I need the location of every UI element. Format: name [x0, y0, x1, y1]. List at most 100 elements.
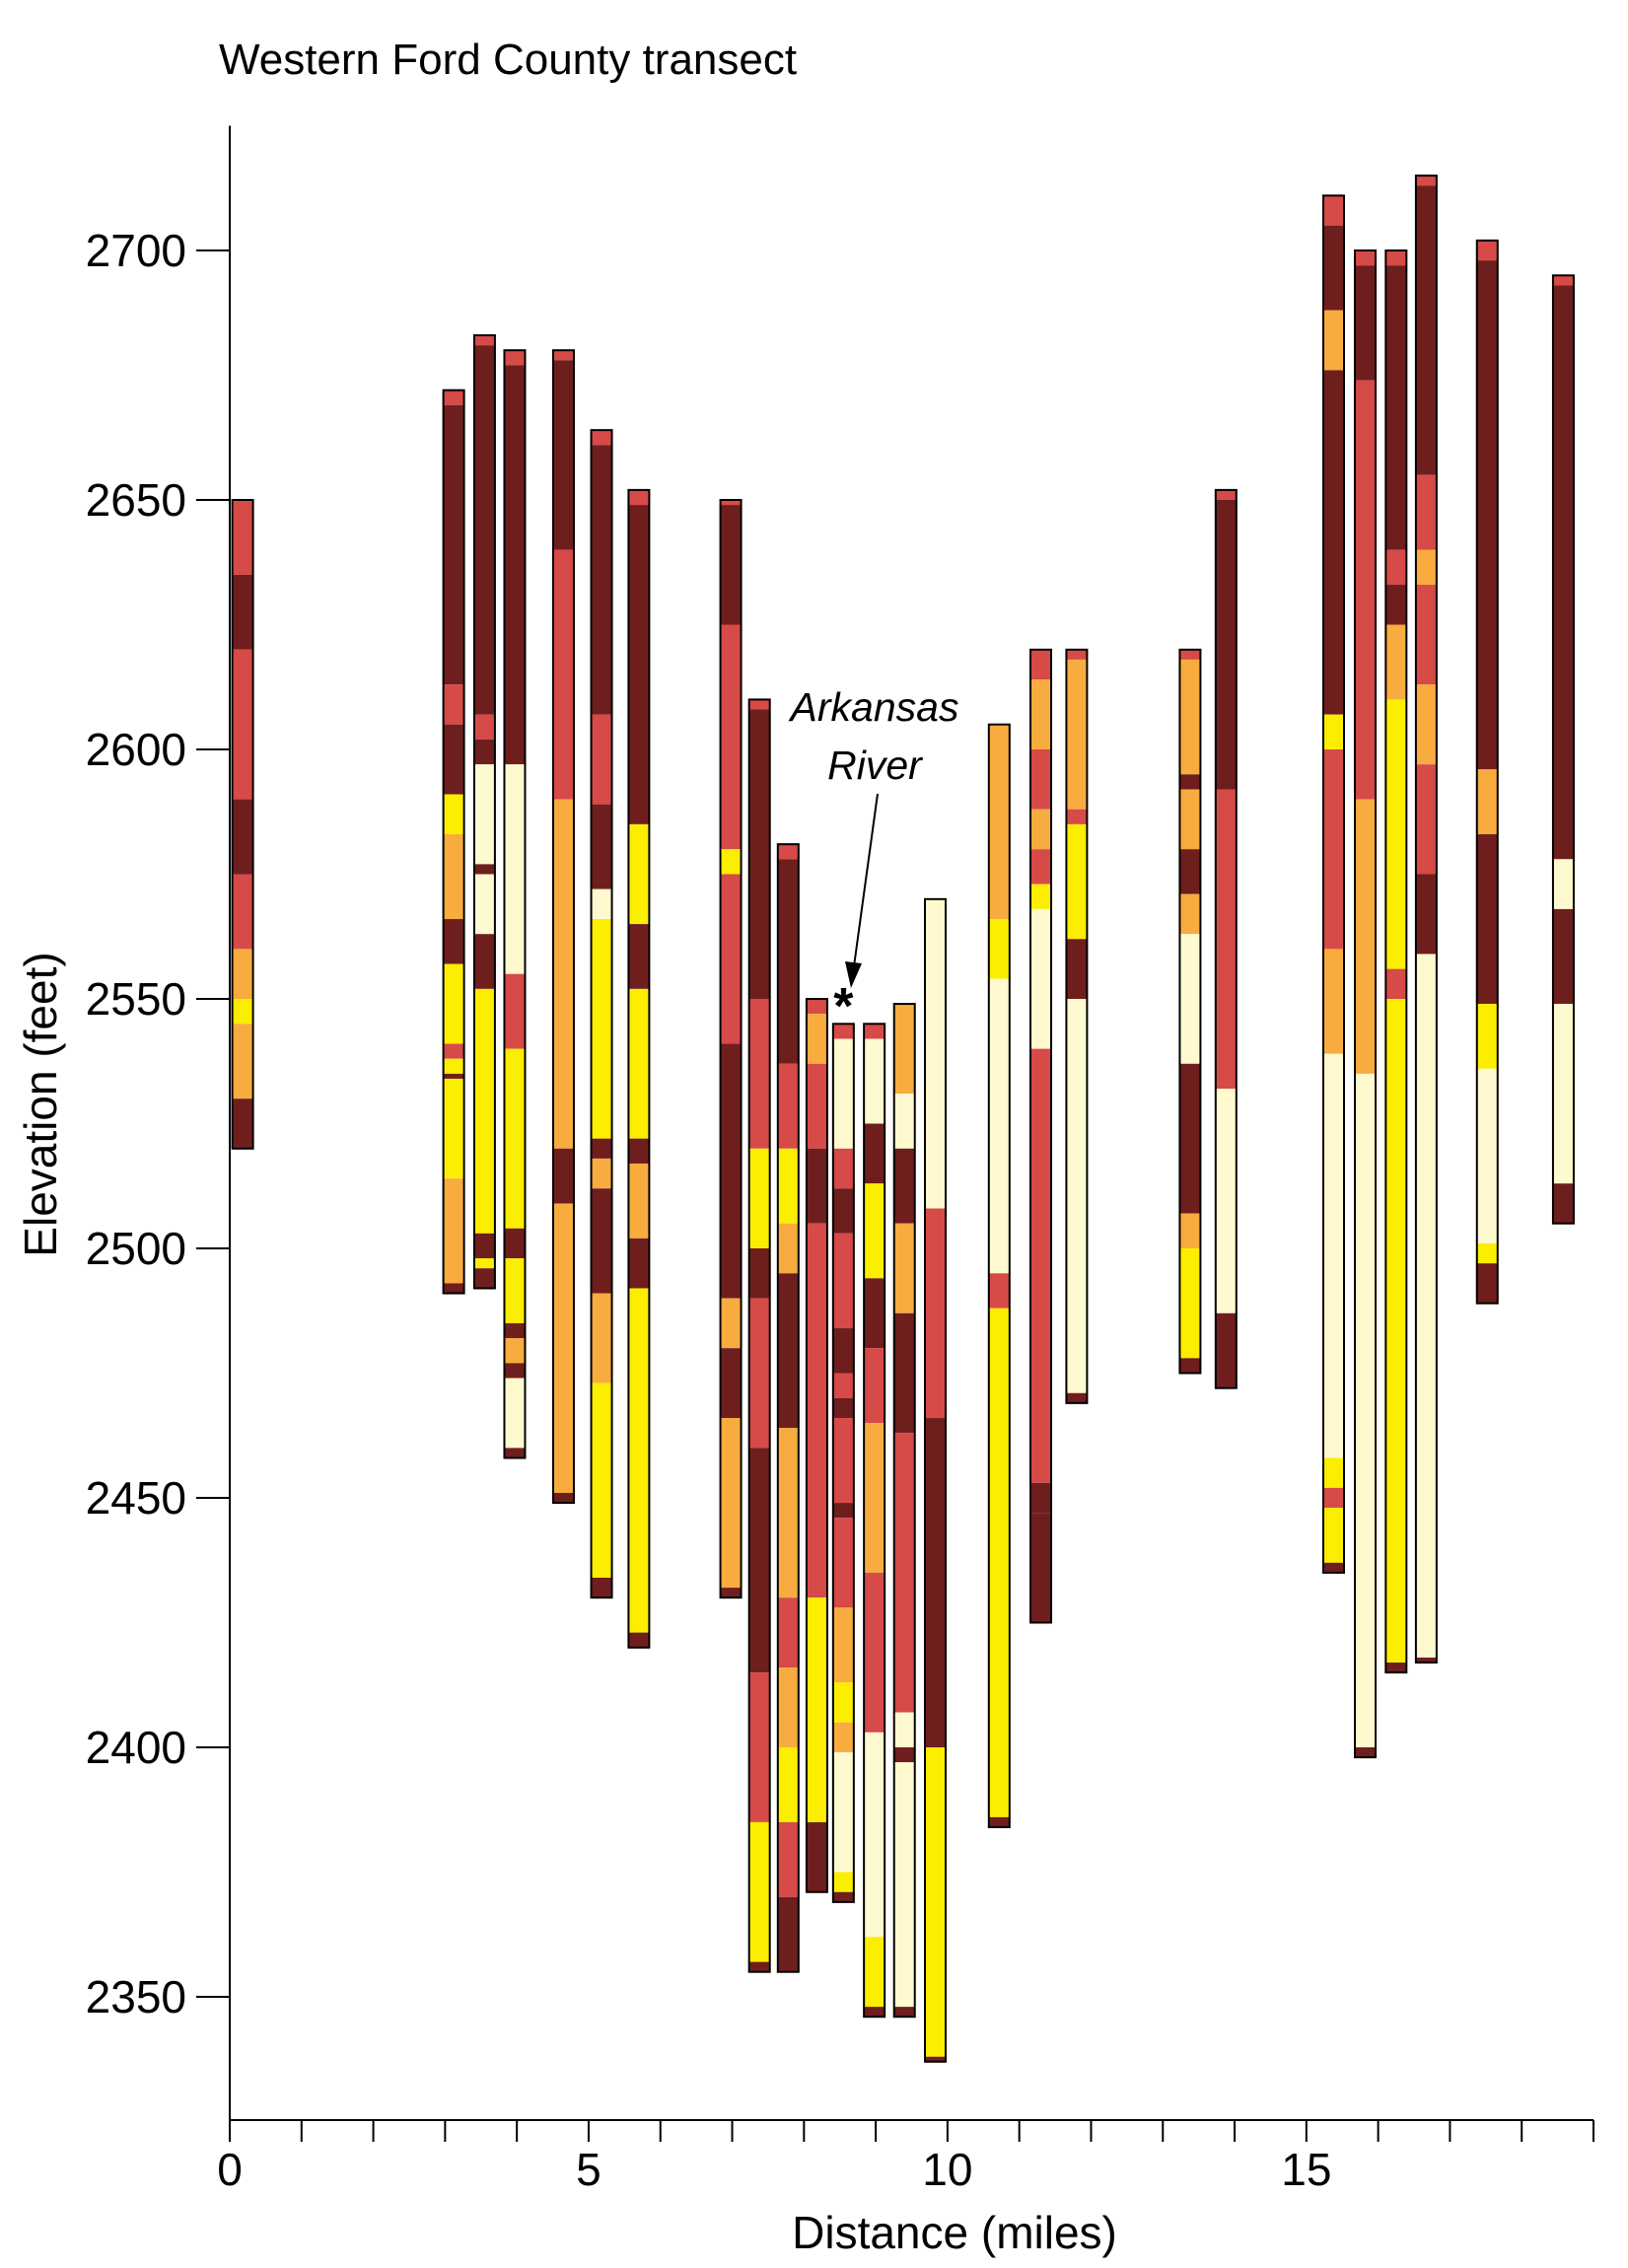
well-layer [1385, 968, 1407, 999]
well-layer [1179, 789, 1201, 850]
well-layer [777, 1597, 799, 1668]
well-layer [893, 1004, 915, 1095]
x-tick-label: 10 [922, 2144, 972, 2195]
well-outline [590, 429, 613, 1599]
well-layer [864, 1038, 885, 1124]
well-layer [628, 1238, 650, 1289]
well-column [1414, 175, 1438, 1664]
well-layer [777, 1821, 799, 1897]
well-outline [831, 1023, 855, 1903]
well-layer [720, 1588, 742, 1598]
well-layer [988, 978, 1010, 1274]
well-layer [748, 999, 770, 1149]
well-layer [1030, 809, 1052, 850]
well-column [1214, 488, 1238, 1389]
well-column [924, 897, 948, 2063]
well-column [805, 998, 828, 1893]
well-layer [1355, 250, 1377, 266]
well-layer [591, 1138, 612, 1159]
well-layer [864, 1732, 885, 1938]
well-outline [805, 998, 828, 1893]
well-layer [720, 1043, 742, 1299]
well-layer [443, 794, 464, 835]
well-layer [1355, 265, 1377, 381]
well-layer [925, 898, 947, 1209]
well-layer [628, 924, 650, 989]
well-outline [1029, 648, 1053, 1624]
well-layer [504, 1258, 526, 1323]
well-column [987, 723, 1011, 1828]
well-layer [925, 2056, 947, 2062]
well-layer [504, 350, 526, 366]
well-layer [720, 849, 742, 875]
well-column [472, 334, 496, 1290]
well-layer [832, 1038, 854, 1149]
well-layer [1179, 649, 1201, 660]
well-outline [747, 698, 771, 1973]
well-layer [748, 1148, 770, 1248]
well-layer [504, 1322, 526, 1339]
well-layer [1355, 1073, 1377, 1747]
y-tick-label: 2550 [86, 973, 186, 1025]
well-layer [504, 1228, 526, 1259]
well-outline [987, 723, 1011, 1828]
well-layer [777, 1223, 799, 1274]
well-layer [1552, 275, 1574, 286]
well-layer [232, 500, 253, 575]
well-layer [443, 404, 464, 685]
well-layer [1179, 1213, 1201, 1248]
well-layer [1476, 1242, 1498, 1264]
well-layer [1385, 699, 1407, 969]
well-layer [720, 874, 742, 1044]
well-layer [552, 799, 574, 1149]
well-column [1551, 274, 1575, 1225]
well-layer [893, 1094, 915, 1149]
well-layer [504, 1338, 526, 1364]
well-layer [864, 1123, 885, 1184]
well-layer [1066, 999, 1088, 1393]
well-layer [1215, 489, 1237, 500]
well-layer [591, 1158, 612, 1189]
well-layer [1030, 908, 1052, 1049]
well-layer [1355, 380, 1377, 800]
well-layer [232, 799, 253, 875]
well-layer [1030, 749, 1052, 810]
well-layer [806, 1597, 827, 1822]
well-layer [832, 1233, 854, 1328]
well-layer [1323, 714, 1345, 749]
well-layer [777, 1896, 799, 1972]
well-layer [1323, 370, 1345, 715]
well-layer [1030, 884, 1052, 909]
well-layer [1030, 1048, 1052, 1483]
well-layer [1552, 859, 1574, 909]
well-layer [443, 724, 464, 795]
well-layer [1552, 908, 1574, 1005]
well-layer [1476, 240, 1498, 261]
well-column [590, 429, 613, 1599]
well-outline [924, 897, 948, 2063]
well-outline [863, 1023, 886, 2019]
well-column [1384, 249, 1408, 1674]
well-layer [504, 365, 526, 765]
well-layer [1323, 1457, 1345, 1488]
well-layer [748, 1672, 770, 1822]
well-layer [832, 1682, 854, 1723]
well-layer [1323, 749, 1345, 950]
well-layer [591, 1577, 612, 1598]
y-tick-label: 2400 [86, 1722, 186, 1773]
well-layer [777, 1747, 799, 1822]
well-layer [777, 1667, 799, 1747]
well-layer [1552, 1183, 1574, 1224]
well-layer [443, 919, 464, 964]
well-layer [832, 1872, 854, 1892]
well-layer [1215, 1089, 1237, 1313]
well-layer [628, 988, 650, 1139]
well-layer [473, 988, 495, 1234]
well-layer [1179, 659, 1201, 775]
well-layer [864, 1183, 885, 1279]
well-layer [1179, 849, 1201, 894]
well-layer [1066, 809, 1088, 824]
well-layer [893, 1312, 915, 1434]
well-layer [925, 1208, 947, 1419]
well-layer [1385, 624, 1407, 700]
